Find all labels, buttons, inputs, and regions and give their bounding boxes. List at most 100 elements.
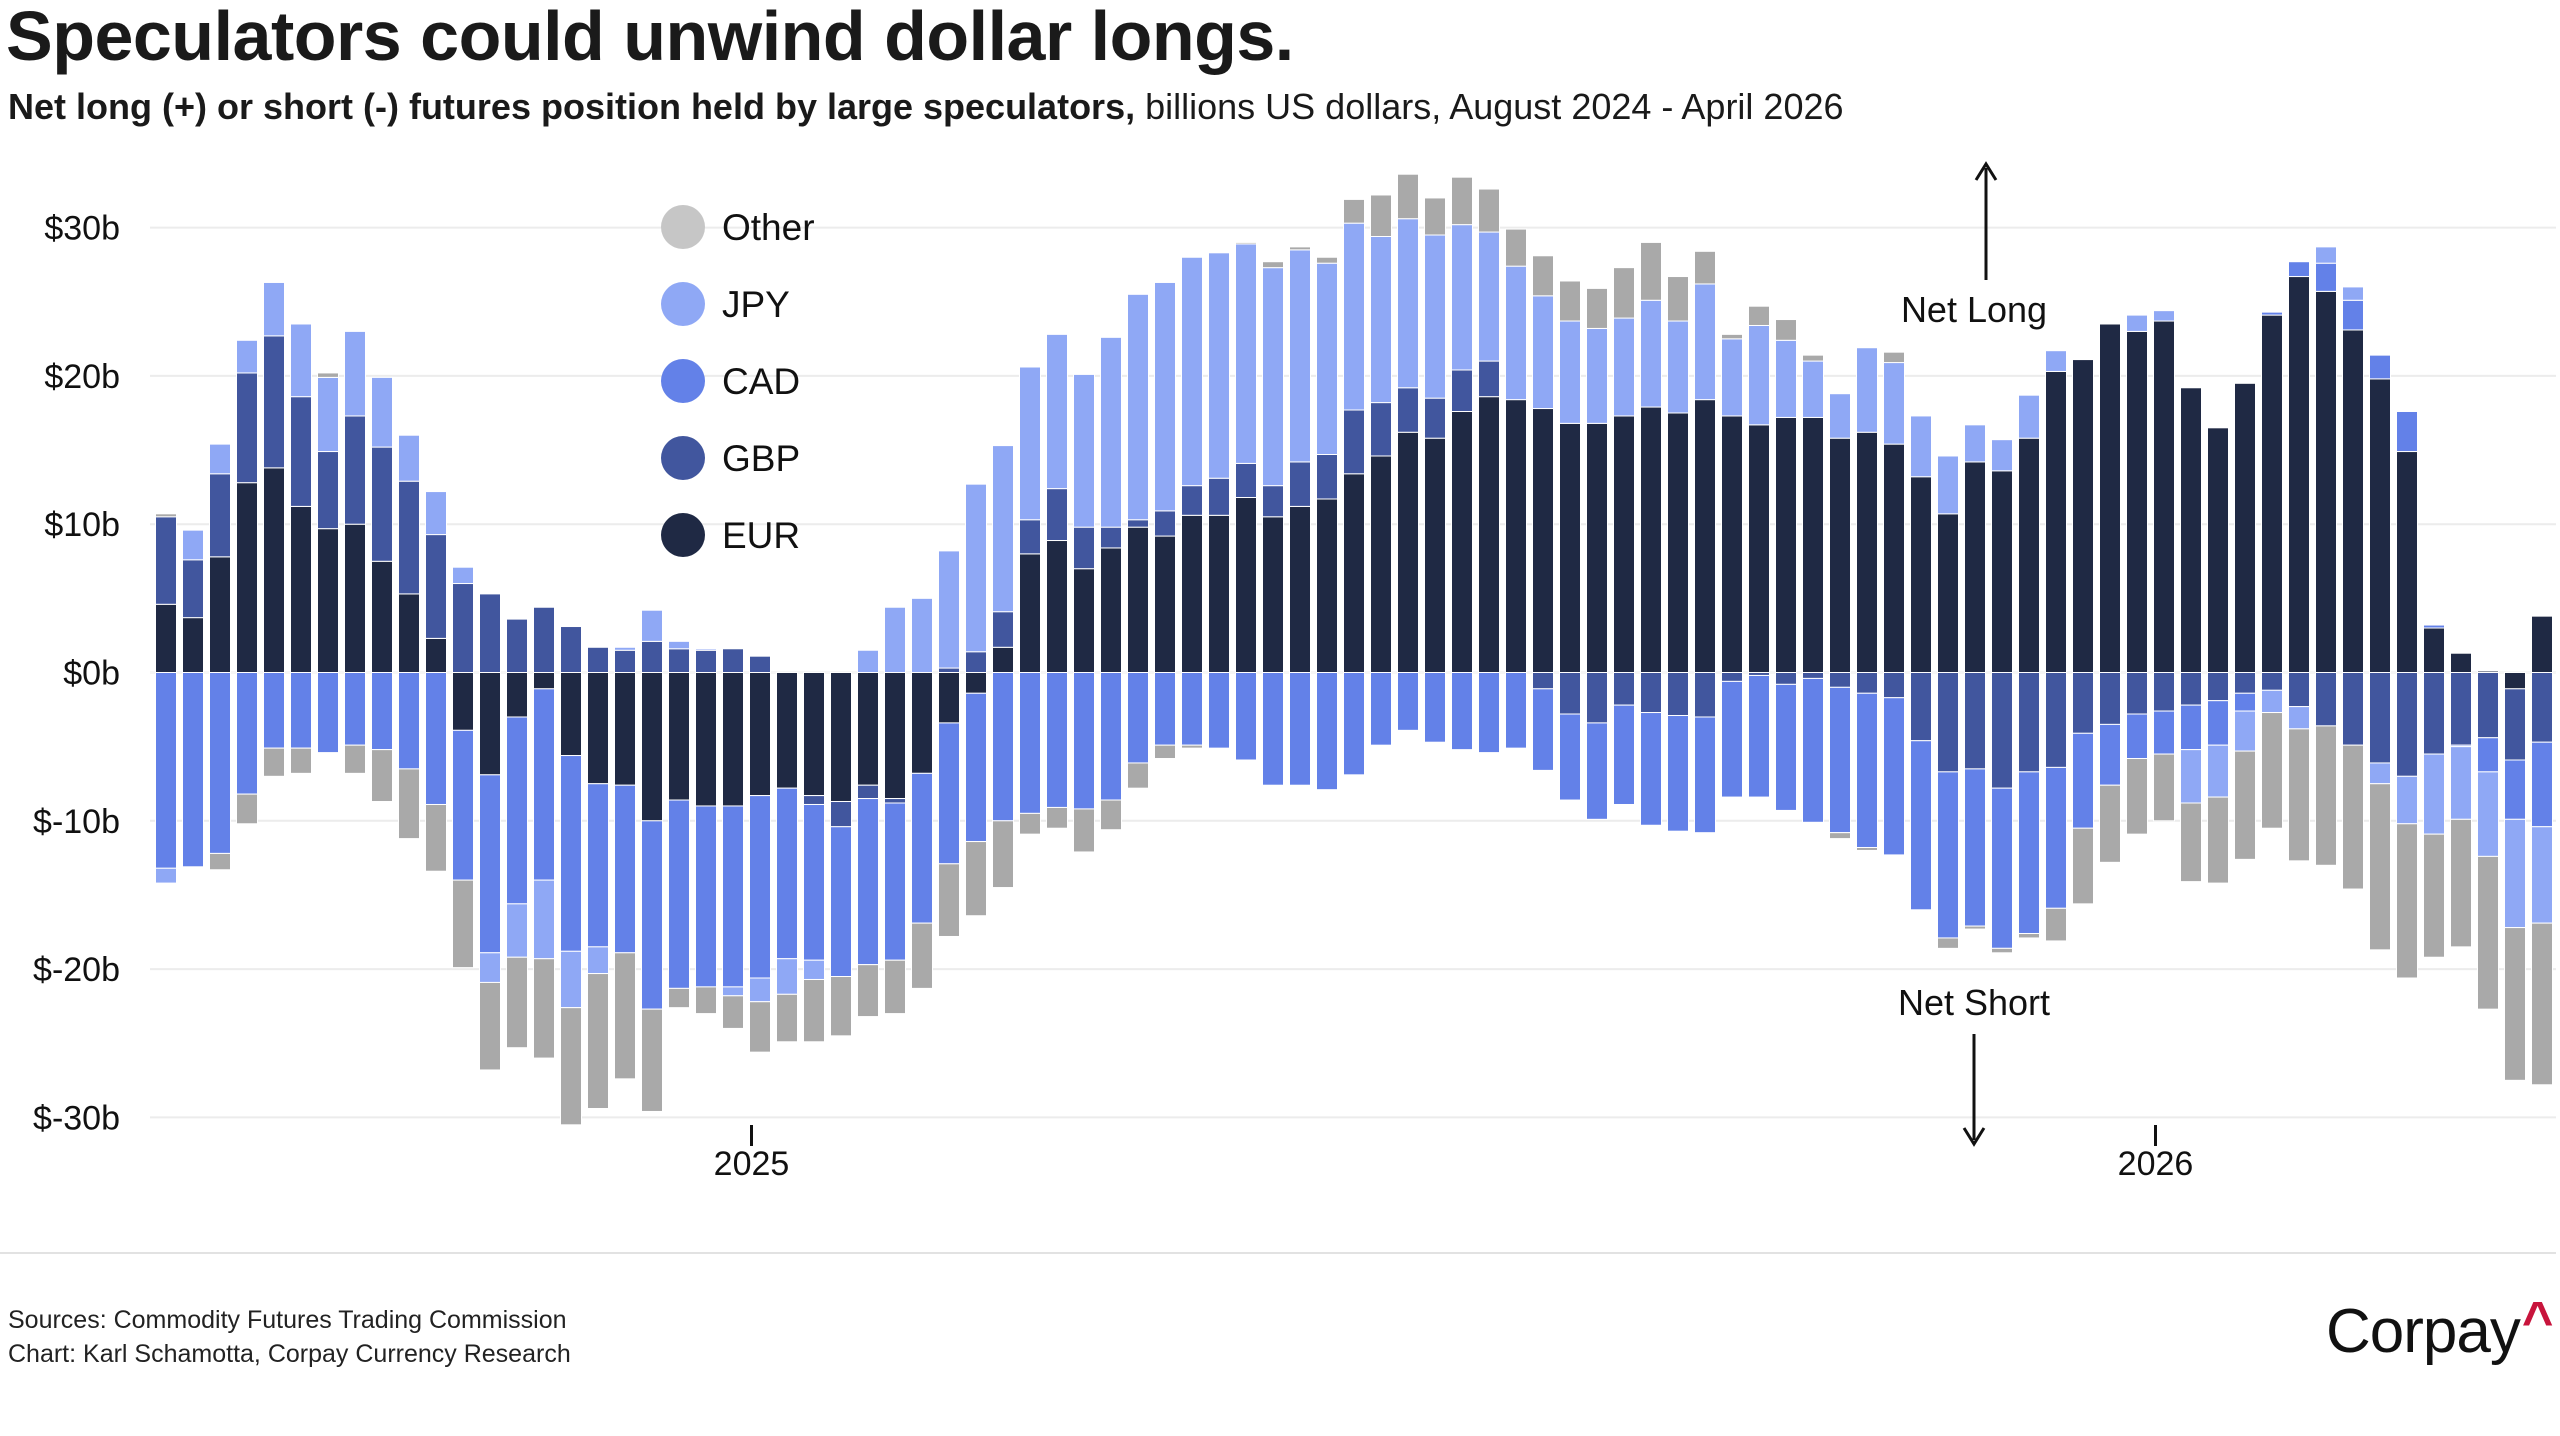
bar-segment-gbp bbox=[2477, 672, 2499, 739]
legend-item-other: Other bbox=[661, 205, 815, 249]
bar-segment-cad bbox=[1640, 712, 1662, 826]
bar-segment-gbp bbox=[1451, 369, 1473, 412]
bar-segment-cad bbox=[1478, 672, 1500, 754]
bar-segment-other bbox=[1937, 937, 1959, 949]
bar-segment-gbp bbox=[992, 611, 1014, 648]
bar-segment-eur bbox=[1937, 513, 1959, 673]
bar-segment-eur bbox=[182, 617, 204, 674]
bar-segment-cad bbox=[1856, 692, 1878, 848]
bar-segment-jpy bbox=[425, 491, 447, 536]
bar-segment-eur bbox=[884, 672, 906, 800]
bar-segment-eur bbox=[1694, 399, 1716, 673]
bar-segment-eur bbox=[1019, 553, 1041, 673]
bar-stack bbox=[2207, 427, 2229, 884]
bar-segment-gbp bbox=[884, 798, 906, 804]
sources-text: Sources: Commodity Futures Trading Commi… bbox=[8, 1306, 567, 1334]
bars bbox=[150, 173, 2556, 1126]
bar-segment-jpy bbox=[587, 946, 609, 975]
bar-segment-other bbox=[2261, 712, 2283, 829]
bar-segment-jpy bbox=[2126, 314, 2148, 332]
bar-segment-gbp bbox=[1640, 672, 1662, 714]
legend-swatch bbox=[661, 282, 705, 326]
bar-segment-jpy bbox=[2504, 818, 2526, 929]
bar-segment-other bbox=[1721, 333, 1743, 340]
bar-segment-other bbox=[1235, 241, 1257, 245]
bar-segment-other bbox=[2153, 753, 2175, 822]
bar-stack bbox=[911, 597, 933, 989]
bar-segment-jpy bbox=[695, 648, 717, 651]
bar-segment-cad bbox=[1397, 672, 1419, 731]
bar-segment-other bbox=[533, 958, 555, 1059]
bar-segment-cad bbox=[2099, 723, 2121, 786]
bar-segment-other bbox=[1262, 261, 1284, 269]
bar-segment-cad bbox=[1505, 672, 1527, 749]
legend-label: EUR bbox=[722, 515, 800, 556]
bar-stack bbox=[1532, 255, 1554, 771]
net-short-annotation: Net Short bbox=[1898, 982, 2050, 1147]
bar-segment-other bbox=[1478, 188, 1500, 233]
bar-segment-cad bbox=[398, 672, 420, 770]
bar-stack bbox=[1667, 276, 1689, 832]
bar-segment-other bbox=[2477, 855, 2499, 1010]
y-tick-label: $30b bbox=[44, 210, 120, 248]
bar-stack bbox=[1451, 176, 1473, 751]
bar-segment-eur bbox=[1127, 526, 1149, 674]
bar-segment-gbp bbox=[1424, 397, 1446, 439]
bar-segment-eur bbox=[1046, 540, 1068, 673]
bar-segment-cad bbox=[506, 716, 528, 905]
bar-segment-gbp bbox=[2234, 672, 2256, 694]
bar-segment-jpy bbox=[1316, 262, 1338, 455]
bar-segment-cad bbox=[1667, 715, 1689, 832]
bar-segment-gbp bbox=[830, 801, 852, 828]
y-tick-label: $20b bbox=[44, 358, 120, 396]
bar-segment-jpy bbox=[1181, 256, 1203, 487]
bar-segment-jpy bbox=[1343, 222, 1365, 411]
bar-segment-cad bbox=[560, 755, 582, 952]
bar-segment-cad bbox=[2234, 692, 2256, 712]
bar-segment-cad bbox=[236, 672, 258, 795]
legend-label: GBP bbox=[722, 438, 800, 479]
bar-segment-cad bbox=[2342, 299, 2364, 331]
bar-segment-eur bbox=[1154, 535, 1176, 674]
legend-item-cad: CAD bbox=[661, 359, 800, 403]
bar-segment-cad bbox=[1775, 683, 1797, 811]
bar-stack bbox=[2531, 615, 2553, 1086]
bar-segment-jpy bbox=[2180, 749, 2202, 804]
bar-segment-eur bbox=[1208, 514, 1230, 673]
bar-segment-cad bbox=[2369, 354, 2391, 380]
bar-segment-gbp bbox=[425, 534, 447, 639]
footer-divider bbox=[0, 1252, 2556, 1254]
bar-segment-gbp bbox=[2396, 672, 2418, 777]
bar-stack bbox=[1748, 305, 1770, 798]
bar-segment-cad bbox=[614, 784, 636, 954]
bar-segment-gbp bbox=[2126, 672, 2148, 715]
bar-segment-gbp bbox=[263, 335, 285, 469]
bar-segment-cad bbox=[1721, 680, 1743, 798]
bar-segment-eur bbox=[830, 672, 852, 803]
bar-segment-jpy bbox=[371, 376, 393, 448]
bar-segment-other bbox=[1640, 241, 1662, 301]
bar-segment-cad bbox=[2315, 262, 2337, 292]
bar-stack bbox=[2153, 310, 2175, 822]
bar-segment-jpy bbox=[263, 281, 285, 337]
bar-stack bbox=[2261, 311, 2283, 829]
bar-segment-gbp bbox=[1667, 672, 1689, 717]
bar-segment-cad bbox=[344, 672, 366, 746]
bar-segment-gbp bbox=[749, 655, 771, 674]
bar-stack bbox=[1856, 347, 1878, 851]
bar-segment-other bbox=[1127, 762, 1149, 789]
bar-segment-gbp bbox=[695, 649, 717, 674]
net-short-label: Net Short bbox=[1898, 982, 2050, 1023]
legend-swatch bbox=[661, 513, 705, 557]
bar-segment-eur bbox=[965, 672, 987, 694]
bar-segment-cad bbox=[2396, 410, 2418, 453]
bar-stack bbox=[1478, 188, 1500, 754]
bar-segment-eur bbox=[2396, 451, 2418, 673]
bar-segment-other bbox=[1397, 173, 1419, 220]
bar-segment-cad bbox=[290, 672, 312, 749]
bar-segment-eur bbox=[1424, 437, 1446, 673]
bar-stack bbox=[641, 609, 663, 1112]
bar-segment-eur bbox=[1370, 455, 1392, 673]
bar-stack bbox=[2504, 672, 2526, 1081]
bar-segment-jpy bbox=[506, 903, 528, 958]
